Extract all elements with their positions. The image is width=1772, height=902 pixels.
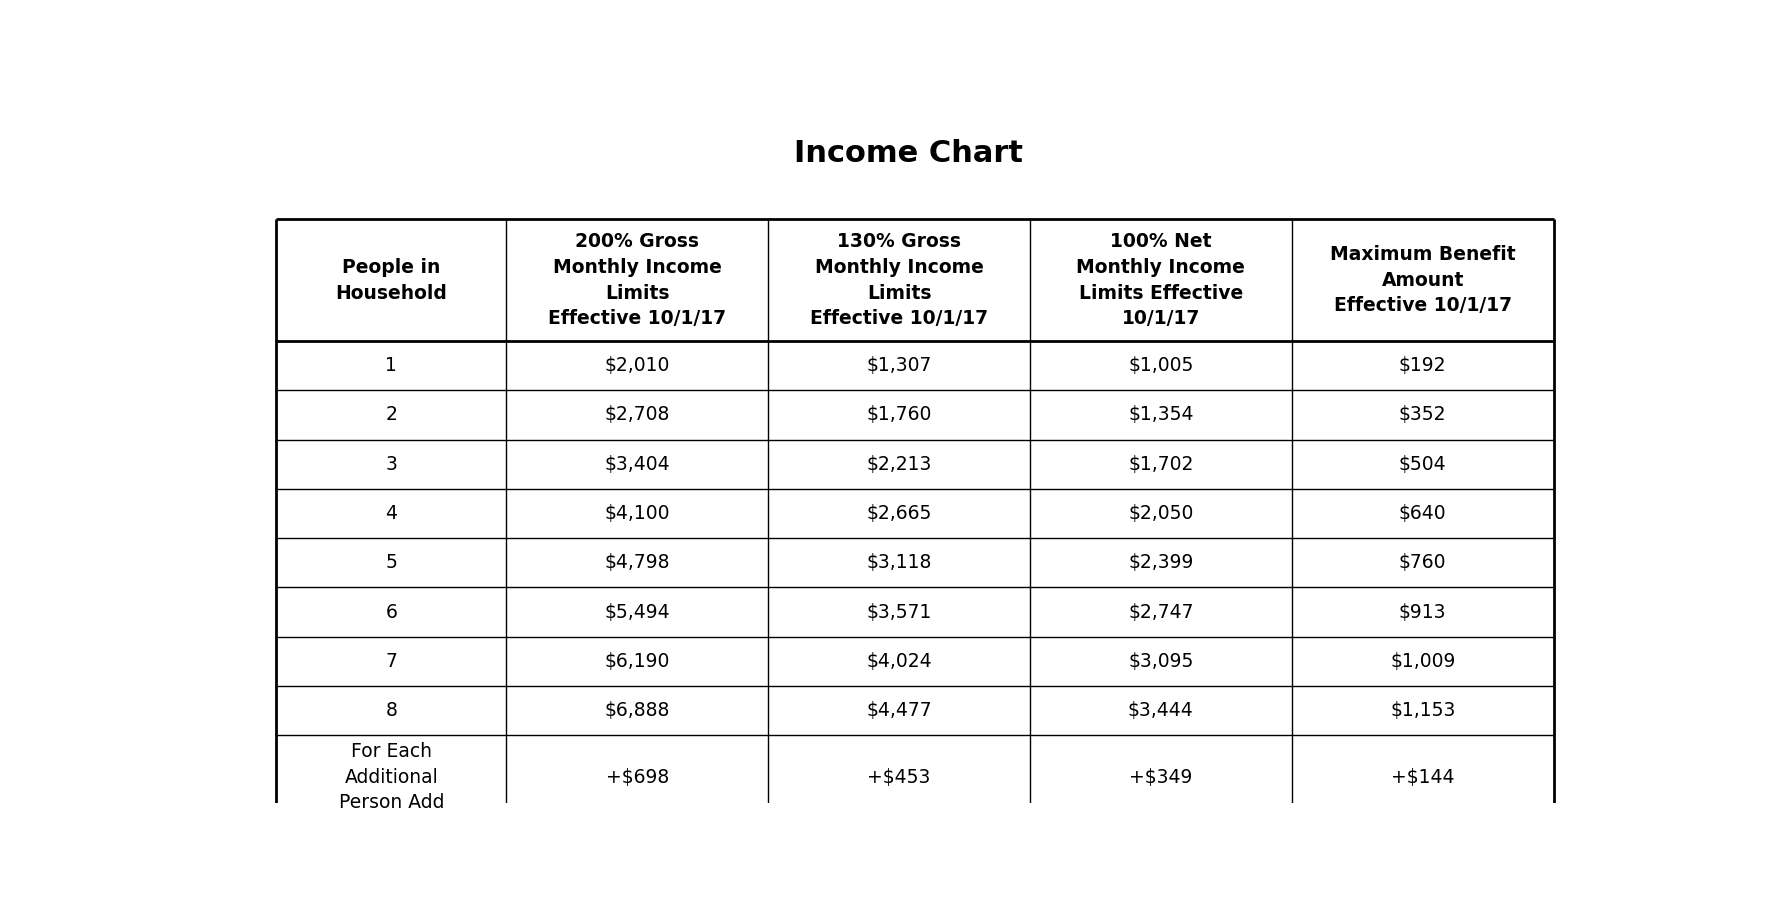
Text: $3,095: $3,095 xyxy=(1129,652,1194,671)
Text: $3,444: $3,444 xyxy=(1129,701,1194,721)
Text: $2,213: $2,213 xyxy=(867,455,932,474)
Text: $3,404: $3,404 xyxy=(604,455,670,474)
Text: $2,399: $2,399 xyxy=(1129,553,1194,572)
Text: $640: $640 xyxy=(1398,504,1446,523)
Text: 8: 8 xyxy=(386,701,397,721)
Text: +$453: +$453 xyxy=(867,768,930,787)
Text: $2,747: $2,747 xyxy=(1129,603,1194,621)
Text: $5,494: $5,494 xyxy=(604,603,670,621)
Text: $913: $913 xyxy=(1398,603,1446,621)
Text: $192: $192 xyxy=(1398,356,1446,375)
Text: $1,354: $1,354 xyxy=(1129,405,1194,424)
Text: $504: $504 xyxy=(1398,455,1446,474)
Text: $3,571: $3,571 xyxy=(867,603,932,621)
Text: $1,005: $1,005 xyxy=(1129,356,1194,375)
Text: 100% Net
Monthly Income
Limits Effective
10/1/17: 100% Net Monthly Income Limits Effective… xyxy=(1076,232,1246,328)
Text: $352: $352 xyxy=(1398,405,1446,424)
Text: $1,702: $1,702 xyxy=(1129,455,1194,474)
Text: +$698: +$698 xyxy=(606,768,668,787)
Text: 6: 6 xyxy=(386,603,397,621)
Text: $1,307: $1,307 xyxy=(867,356,932,375)
Text: 3: 3 xyxy=(386,455,397,474)
Text: 2: 2 xyxy=(386,405,397,424)
Text: $6,190: $6,190 xyxy=(604,652,670,671)
Text: $2,708: $2,708 xyxy=(604,405,670,424)
Text: $1,009: $1,009 xyxy=(1389,652,1455,671)
Text: $4,477: $4,477 xyxy=(867,701,932,721)
Text: 7: 7 xyxy=(386,652,397,671)
Text: For Each
Additional
Person Add: For Each Additional Person Add xyxy=(338,741,445,813)
Text: $3,118: $3,118 xyxy=(867,553,932,572)
Text: $4,100: $4,100 xyxy=(604,504,670,523)
Text: 130% Gross
Monthly Income
Limits
Effective 10/1/17: 130% Gross Monthly Income Limits Effecti… xyxy=(810,232,989,328)
Text: 1: 1 xyxy=(386,356,397,375)
Text: $2,010: $2,010 xyxy=(604,356,670,375)
Text: +$349: +$349 xyxy=(1129,768,1193,787)
Text: $2,665: $2,665 xyxy=(867,504,932,523)
Text: $6,888: $6,888 xyxy=(604,701,670,721)
Text: $4,798: $4,798 xyxy=(604,553,670,572)
Text: 4: 4 xyxy=(385,504,397,523)
Text: $4,024: $4,024 xyxy=(867,652,932,671)
Text: Income Chart: Income Chart xyxy=(794,139,1022,168)
Text: $2,050: $2,050 xyxy=(1129,504,1194,523)
Text: Maximum Benefit
Amount
Effective 10/1/17: Maximum Benefit Amount Effective 10/1/17 xyxy=(1329,244,1515,316)
Text: $760: $760 xyxy=(1398,553,1446,572)
Text: $1,153: $1,153 xyxy=(1389,701,1455,721)
Text: +$144: +$144 xyxy=(1391,768,1455,787)
Text: $1,760: $1,760 xyxy=(867,405,932,424)
Text: 200% Gross
Monthly Income
Limits
Effective 10/1/17: 200% Gross Monthly Income Limits Effecti… xyxy=(548,232,727,328)
Text: 5: 5 xyxy=(386,553,397,572)
Text: People in
Household: People in Household xyxy=(335,258,447,302)
